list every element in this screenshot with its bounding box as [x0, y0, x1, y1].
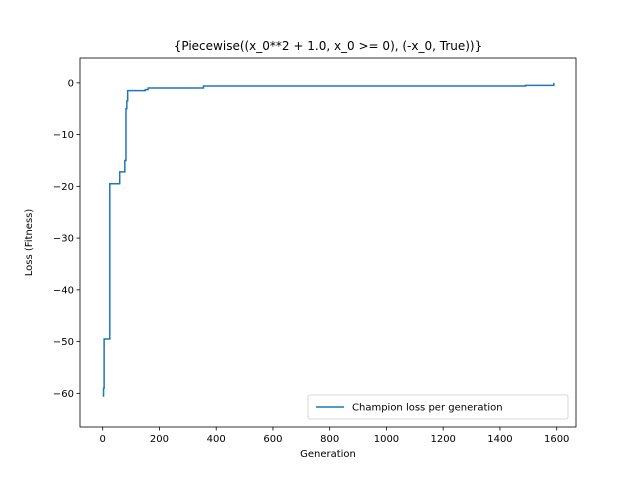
axes-frame [79, 57, 577, 428]
y-tick-label: 0 [68, 78, 74, 89]
x-tick-label: 800 [320, 434, 339, 445]
x-tick-label: 1200 [430, 434, 455, 445]
x-tick-label: 1000 [374, 434, 399, 445]
y-tick-label: −50 [53, 337, 74, 348]
x-axis: 0 200 400 600 800 1000 1200 1400 1600 [100, 427, 569, 445]
series-line [102, 82, 555, 397]
y-tick-label: −20 [53, 182, 74, 193]
x-tick-label: 200 [150, 434, 169, 445]
y-tick-label: −30 [53, 234, 74, 245]
plot-area [102, 82, 555, 397]
y-axis: −60 −50 −40 −30 −20 −10 0 [53, 78, 80, 400]
x-tick-label: 400 [207, 434, 226, 445]
y-tick-label: −60 [53, 389, 74, 400]
x-tick-label: 600 [263, 434, 282, 445]
legend: Champion loss per generation [307, 394, 569, 420]
x-tick-label: 1400 [487, 434, 512, 445]
y-tick-label: −40 [53, 285, 74, 296]
chart-title: {Piecewise((x_0**2 + 1.0, x_0 >= 0), (-x… [174, 39, 483, 53]
legend-box [307, 394, 569, 420]
legend-label: Champion loss per generation [352, 403, 503, 414]
y-tick-label: −10 [53, 130, 74, 141]
x-tick-label: 0 [100, 434, 106, 445]
x-axis-label: Generation [300, 449, 356, 460]
x-tick-label: 1600 [544, 434, 569, 445]
y-axis-label: Loss (Fitness) [24, 209, 35, 277]
